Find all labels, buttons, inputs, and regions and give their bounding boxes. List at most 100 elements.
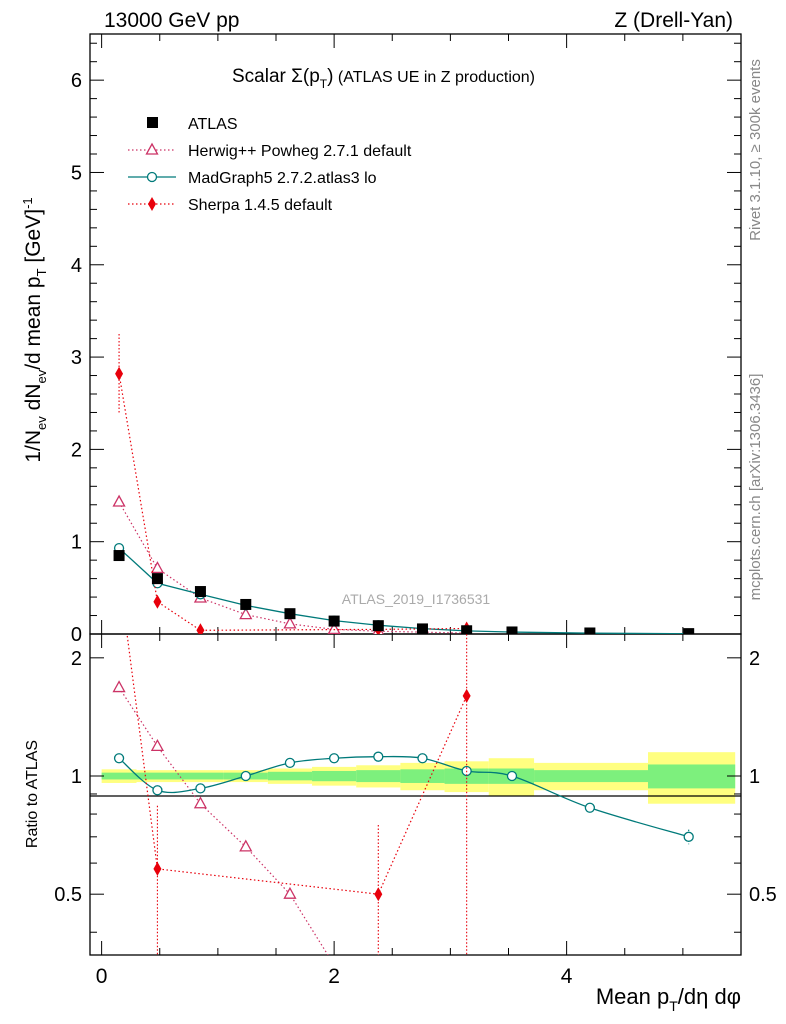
ratio-point-madgraph	[506, 770, 518, 782]
main-point-data	[461, 625, 473, 634]
main-y-tick-label: 6	[71, 70, 82, 92]
legend-label-madgraph: MadGraph5 2.7.2.atlas3 lo	[188, 170, 377, 187]
ylabel-part-b-sub: ev	[34, 369, 49, 383]
header-process-label: Z (Drell-Yan)	[614, 9, 733, 32]
legend-marker-atlas	[147, 117, 158, 128]
main-point-sherpa	[196, 623, 205, 634]
ratio-line-herwig	[118, 687, 329, 955]
main-point-data	[240, 598, 252, 610]
plot-title-prefix: Scalar	[232, 66, 291, 87]
ratio-band-inner	[356, 770, 401, 783]
ratio-point-madgraph	[328, 753, 340, 764]
ratio-band-inner	[312, 770, 357, 782]
ratio-band-inner	[136, 772, 180, 780]
ratio-axis-ticks: 0.5 0.5 1 1 2 2 0 2 4	[54, 634, 777, 988]
ratio-band-inner	[179, 772, 224, 780]
ratio-point-herwig	[239, 839, 253, 852]
plot-title-suffix: (ATLAS UE in Z production)	[333, 69, 535, 86]
ratio-plot-series	[112, 565, 694, 955]
main-point-data	[506, 626, 518, 634]
main-point-data	[194, 586, 206, 598]
main-point-data	[683, 628, 695, 634]
ratio-y-tick-label: 1	[71, 766, 82, 788]
x-tick-label: 4	[561, 965, 573, 988]
ratio-point-madgraph	[683, 831, 694, 842]
ratio-band-inner	[400, 769, 445, 783]
ratio-y-tick-label-right: 1	[749, 766, 760, 788]
ratio-point-madgraph	[240, 770, 251, 782]
ratio-point-madgraph	[152, 785, 163, 796]
main-point-data	[151, 573, 163, 585]
ratio-point-madgraph	[284, 757, 296, 769]
main-point-data	[328, 615, 340, 627]
ratio-point-herwig	[112, 680, 126, 693]
main-point-data	[584, 627, 596, 634]
ratio-point-madgraph	[195, 783, 206, 794]
main-line-madgraph	[118, 547, 689, 634]
ratio-point-madgraph	[584, 802, 596, 813]
main-point-sherpa	[115, 366, 124, 381]
ratio-point-madgraph	[417, 753, 428, 764]
ylabel-part-d: [GeV]	[22, 209, 45, 269]
ylabel-part-a-sub: ev	[34, 416, 49, 430]
xlabel-part-a-sub: T	[669, 998, 678, 1014]
main-y-tick-label: 5	[71, 162, 82, 184]
main-line-herwig	[118, 501, 467, 634]
ratio-point-herwig	[150, 739, 165, 751]
main-y-tick-label: 1	[71, 532, 82, 554]
header-energy-label: 13000 GeV pp	[104, 9, 239, 32]
legend-label-herwig: Herwig++ Powheg 2.7.1 default	[188, 143, 412, 160]
plot-title-sigma: Σ(p	[291, 66, 320, 87]
main-point-herwig	[327, 622, 341, 634]
ratio-point-sherpa	[115, 565, 123, 579]
main-point-herwig	[150, 561, 165, 574]
main-y-tick-label: 0	[71, 624, 82, 646]
rivet-version-label: Rivet 3.1.10, ≥ 300k events	[747, 59, 764, 241]
main-point-herwig	[283, 616, 297, 629]
x-tick-label: 2	[328, 965, 340, 988]
legend-entry-madgraph: MadGraph5 2.7.2.atlas3 lo	[128, 170, 377, 187]
main-point-data	[372, 620, 384, 632]
ratio-point-madgraph	[373, 751, 384, 762]
ratio-band-inner	[101, 772, 137, 780]
ratio-y-tick-label: 2	[71, 648, 82, 670]
ylabel-part-c: /d mean p	[22, 276, 45, 369]
main-y-tick-label: 4	[71, 255, 82, 277]
ratio-point-herwig	[193, 796, 208, 809]
legend: ATLAS Herwig++ Powheg 2.7.1 default MadG…	[128, 116, 412, 214]
main-point-data	[284, 608, 296, 620]
main-y-tick-label: 2	[71, 439, 82, 461]
analysis-watermark: ATLAS_2019_I1736531	[342, 591, 491, 607]
ratio-line-sherpa	[126, 634, 468, 895]
x-tick-label: 0	[96, 965, 108, 988]
main-point-herwig	[112, 494, 126, 507]
ratio-point-madgraph	[113, 753, 125, 764]
ratio-uncertainty-bands	[101, 752, 736, 804]
ratio-band-inner	[267, 771, 313, 781]
legend-label-atlas: ATLAS	[188, 116, 238, 133]
legend-entry-atlas: ATLAS	[147, 116, 238, 133]
xlabel-part-a: Mean p	[596, 984, 669, 1009]
legend-marker-sherpa	[148, 197, 156, 211]
ratio-point-sherpa	[462, 688, 471, 703]
legend-entry-sherpa: Sherpa 1.4.5 default	[128, 197, 333, 214]
ylabel-part-c-sub: T	[34, 268, 49, 276]
legend-entry-herwig: Herwig++ Powheg 2.7.1 default	[128, 142, 412, 160]
ratio-y-tick-label-right: 2	[749, 648, 760, 670]
legend-label-sherpa: Sherpa 1.4.5 default	[188, 197, 333, 214]
xlabel-part-b: /dη dφ	[678, 984, 741, 1009]
ylabel-part-b: dN	[22, 384, 45, 417]
main-plot-series	[112, 334, 695, 634]
ratio-point-herwig	[283, 886, 297, 899]
main-point-herwig	[239, 607, 253, 620]
main-y-tick-label: 3	[71, 347, 82, 369]
ratio-band-inner	[534, 770, 648, 783]
plot-title-close: )	[327, 66, 333, 87]
ratio-plot-frame	[89, 633, 742, 956]
mcplots-label: mcplots.cern.ch [arXiv:1306.3436]	[747, 374, 764, 601]
ratio-y-tick-label: 0.5	[54, 884, 82, 906]
ratio-y-axis-label: Ratio to ATLAS	[24, 740, 41, 848]
main-point-data	[416, 623, 428, 634]
ratio-y-tick-label-right: 0.5	[749, 884, 777, 906]
